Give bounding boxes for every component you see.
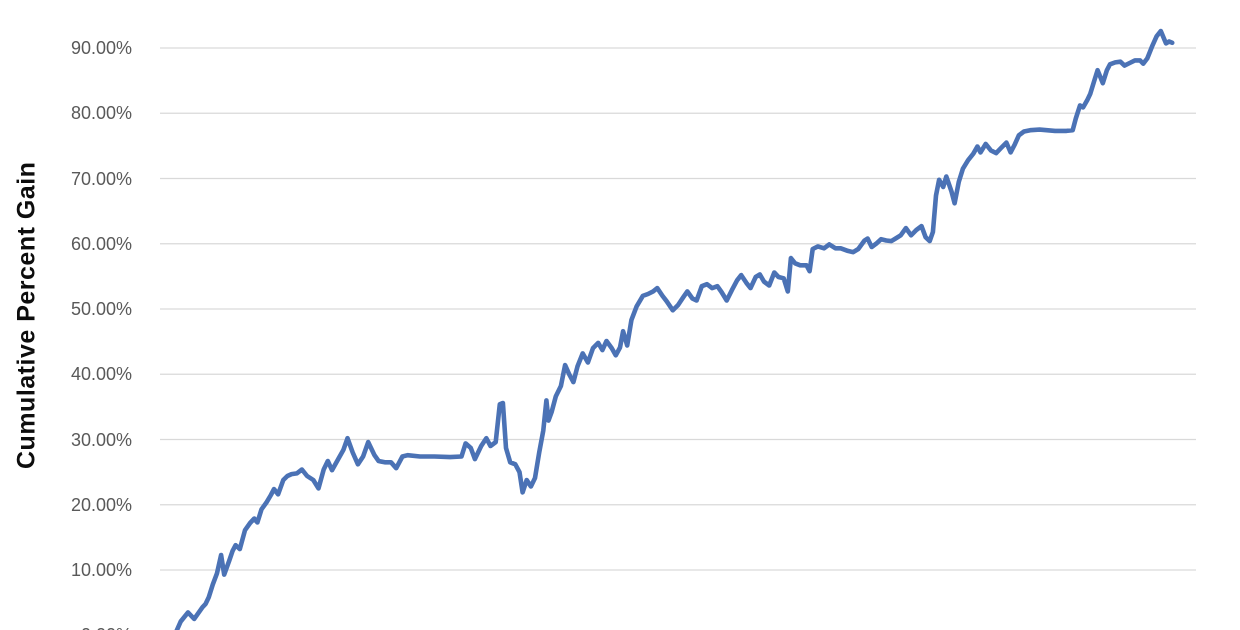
- y-tick-label: 10.00%: [70, 560, 132, 580]
- y-tick-label: 40.00%: [70, 364, 132, 385]
- y-tick-label: 0.00%: [0, 624, 132, 630]
- y-tick-label: 30.00%: [70, 429, 132, 450]
- y-axis-tick-labels: 0.00% 10.00% 20.00% 30.00% 40.00% 50.00% 60.00…: [0, 0, 136, 630]
- series-line: [174, 28, 1175, 630]
- plot-area: [160, 0, 1196, 630]
- y-tick-label: 90.00%: [70, 38, 132, 58]
- y-tick-label: 50.00%: [70, 299, 132, 319]
- line-series-plot: [160, 28, 1196, 630]
- y-tick-label: 80.00%: [70, 103, 132, 124]
- y-tick-label: 20.00%: [70, 494, 132, 515]
- y-tick-label: 60.00%: [70, 233, 132, 254]
- y-tick-label: 70.00%: [70, 168, 132, 189]
